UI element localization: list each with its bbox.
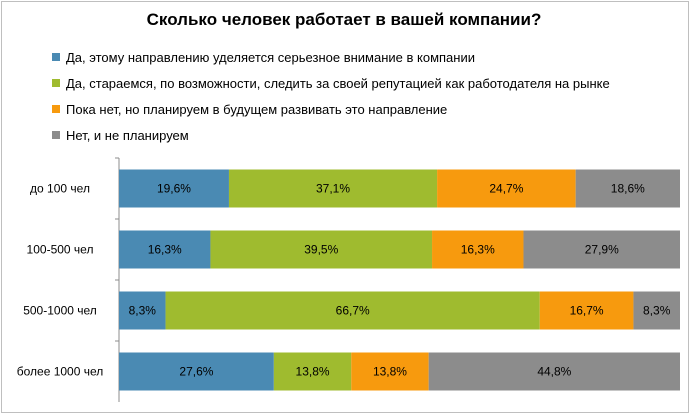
bar-segment: [273, 352, 352, 391]
data-label: 39,5%: [304, 243, 338, 257]
chart-title: Сколько человек работает в вашей компани…: [146, 10, 542, 29]
legend-swatch: [52, 131, 60, 139]
data-label: 8,3%: [643, 304, 671, 318]
legend-item: Пока нет, но планируем в будущем развива…: [52, 96, 610, 122]
legend-label: Нет, и не планируем: [66, 127, 189, 143]
category-label: 500-1000 чел: [23, 304, 97, 318]
bar-segment: [228, 169, 438, 208]
bar-segment: [119, 230, 211, 269]
bar-segment: [633, 291, 680, 330]
legend-item: Нет, и не планируем: [52, 122, 610, 148]
data-label: 37,1%: [316, 182, 350, 196]
bar-segment: [210, 230, 433, 269]
data-label: 27,9%: [585, 243, 619, 257]
data-label: 13,8%: [296, 365, 330, 379]
bar-segment: [119, 352, 274, 391]
data-label: 27,6%: [179, 365, 213, 379]
bar-segment: [575, 169, 680, 208]
bar-segment: [437, 169, 576, 208]
bar-segment: [539, 291, 634, 330]
bar-segment: [432, 230, 524, 269]
legend-label: Пока нет, но планируем в будущем развива…: [66, 101, 448, 117]
bar-segment: [351, 352, 429, 391]
data-label: 13,8%: [373, 365, 407, 379]
data-label: 16,7%: [570, 304, 604, 318]
legend-label: Да, этому направлению уделяется серьезно…: [66, 49, 475, 65]
legend-swatch: [52, 79, 60, 87]
data-label: 24,7%: [489, 182, 523, 196]
legend-item: Да, стараемся, по возможности, следить з…: [52, 70, 610, 96]
category-label: до 100 чел: [30, 182, 90, 196]
data-label: 16,3%: [461, 243, 495, 257]
legend-swatch: [52, 53, 60, 61]
chart-legend: Да, этому направлению уделяется серьезно…: [52, 44, 610, 148]
legend-swatch: [52, 105, 60, 113]
legend-item: Да, этому направлению уделяется серьезно…: [52, 44, 610, 70]
category-label: 100-500 чел: [27, 243, 94, 257]
data-label: 8,3%: [129, 304, 157, 318]
legend-label: Да, стараемся, по возможности, следить з…: [66, 75, 610, 91]
data-label: 18,6%: [611, 182, 645, 196]
bar-segment: [428, 352, 680, 391]
bar-segment: [119, 169, 229, 208]
bar-segment: [165, 291, 540, 330]
data-label: 19,6%: [157, 182, 191, 196]
category-label: более 1000 чел: [17, 365, 104, 379]
data-label: 44,8%: [537, 365, 571, 379]
bar-segment: [119, 291, 166, 330]
bar-segment: [523, 230, 680, 269]
data-label: 16,3%: [148, 243, 182, 257]
data-label: 66,7%: [336, 304, 370, 318]
